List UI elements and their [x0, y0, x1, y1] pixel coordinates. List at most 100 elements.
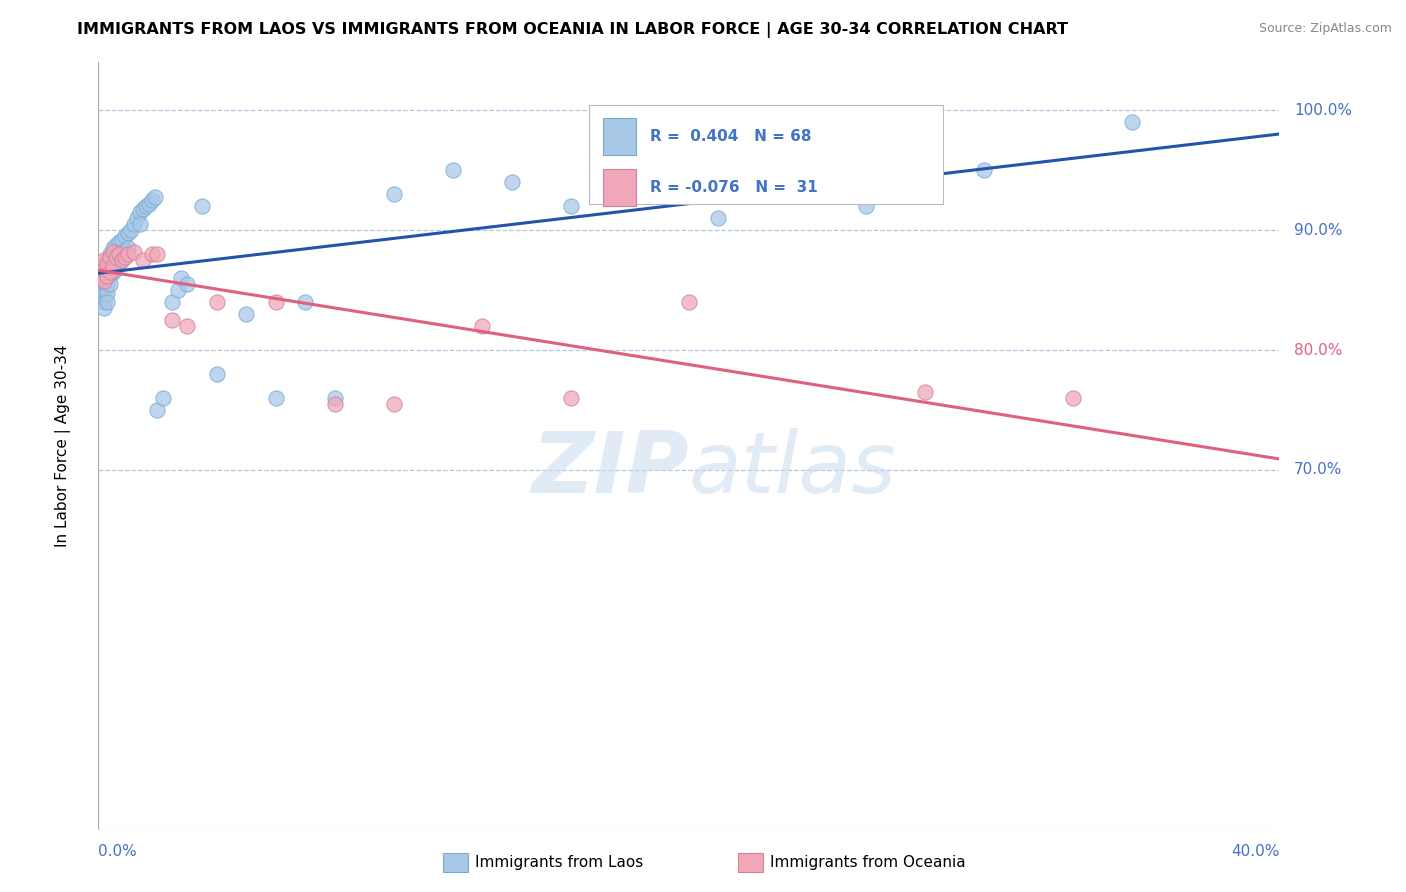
Point: [114, 250, 136, 264]
Point: [141, 194, 163, 208]
Point: [96, 277, 118, 292]
Point: [235, 307, 257, 321]
Point: [111, 253, 134, 268]
Point: [132, 253, 155, 268]
Text: Immigrants from Laos: Immigrants from Laos: [475, 855, 644, 870]
Point: [125, 211, 148, 226]
Point: [143, 189, 166, 203]
Point: [98, 257, 121, 271]
Point: [93, 261, 115, 276]
Point: [93, 281, 115, 295]
Point: [93, 274, 115, 288]
Point: [176, 319, 198, 334]
Point: [973, 163, 995, 178]
Point: [103, 241, 125, 255]
Point: [93, 265, 115, 279]
Text: In Labor Force | Age 30-34: In Labor Force | Age 30-34: [55, 344, 72, 548]
Text: Immigrants from Oceania: Immigrants from Oceania: [770, 855, 966, 870]
Point: [93, 301, 115, 315]
Point: [103, 253, 125, 268]
Point: [103, 259, 125, 273]
Point: [90, 259, 112, 273]
Text: 40.0%: 40.0%: [1232, 844, 1279, 859]
Point: [90, 277, 112, 292]
Point: [560, 199, 582, 213]
Text: ZIP: ZIP: [531, 427, 689, 510]
Point: [93, 259, 115, 273]
Point: [108, 244, 131, 259]
Point: [323, 397, 346, 411]
Point: [96, 268, 118, 283]
Point: [122, 217, 145, 231]
Point: [191, 199, 214, 213]
Point: [141, 247, 163, 261]
Point: [146, 403, 169, 417]
Point: [114, 229, 136, 244]
Point: [176, 277, 198, 292]
Point: [135, 199, 157, 213]
Point: [619, 152, 641, 166]
Point: [96, 295, 118, 310]
Point: [96, 257, 118, 271]
FancyBboxPatch shape: [589, 104, 943, 204]
Point: [855, 199, 877, 213]
Point: [98, 277, 121, 292]
Point: [441, 163, 464, 178]
Point: [120, 223, 142, 237]
Point: [128, 205, 150, 219]
Point: [105, 250, 128, 264]
Point: [264, 391, 287, 405]
Point: [117, 241, 139, 255]
Point: [117, 226, 139, 240]
Point: [678, 295, 700, 310]
Point: [205, 367, 228, 381]
Point: [93, 274, 115, 288]
Point: [105, 261, 128, 276]
FancyBboxPatch shape: [603, 169, 636, 206]
Point: [103, 244, 125, 259]
Point: [96, 268, 118, 283]
Point: [132, 202, 155, 216]
Point: [501, 175, 523, 189]
Text: R = -0.076   N =  31: R = -0.076 N = 31: [650, 180, 818, 195]
Text: atlas: atlas: [689, 427, 897, 510]
Point: [93, 295, 115, 310]
Point: [90, 289, 112, 303]
Point: [96, 285, 118, 300]
Point: [138, 197, 160, 211]
Point: [93, 286, 115, 301]
Point: [1121, 115, 1143, 129]
Point: [96, 253, 118, 268]
Text: 90.0%: 90.0%: [1295, 223, 1343, 238]
Point: [105, 237, 128, 252]
Point: [105, 250, 128, 264]
Point: [108, 257, 131, 271]
Point: [98, 247, 121, 261]
Point: [128, 217, 150, 231]
Point: [146, 247, 169, 261]
Text: 70.0%: 70.0%: [1295, 462, 1343, 477]
Text: 0.0%: 0.0%: [98, 844, 138, 859]
Point: [560, 391, 582, 405]
Point: [96, 259, 118, 273]
Point: [114, 244, 136, 258]
Point: [90, 283, 112, 297]
Point: [93, 253, 115, 268]
Point: [264, 295, 287, 310]
Point: [766, 187, 789, 202]
Point: [294, 295, 316, 310]
Point: [90, 271, 112, 285]
Point: [1062, 391, 1084, 405]
Point: [162, 313, 183, 327]
Point: [914, 385, 936, 400]
Point: [108, 247, 131, 261]
Point: [98, 268, 121, 282]
Point: [170, 271, 193, 285]
Point: [323, 391, 346, 405]
Point: [111, 244, 134, 259]
Point: [382, 397, 405, 411]
Text: R =  0.404   N = 68: R = 0.404 N = 68: [650, 129, 811, 145]
Point: [205, 295, 228, 310]
Point: [167, 283, 190, 297]
Point: [90, 271, 112, 285]
